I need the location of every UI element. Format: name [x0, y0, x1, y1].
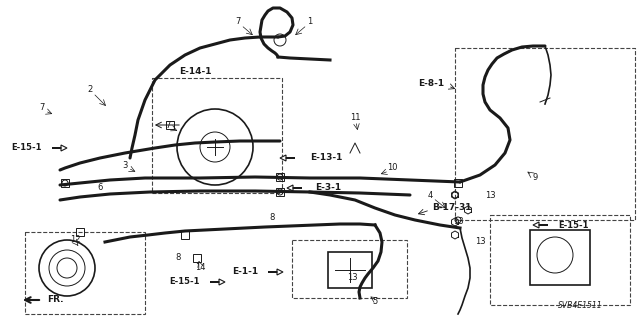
Text: 6: 6: [97, 183, 102, 192]
Text: 14: 14: [195, 263, 205, 272]
Text: 9: 9: [532, 174, 538, 182]
Bar: [181, 231, 189, 239]
Text: E-15-1: E-15-1: [12, 144, 42, 152]
Bar: [193, 254, 201, 262]
Text: E-14-1: E-14-1: [179, 68, 211, 77]
FancyArrow shape: [533, 222, 548, 228]
Text: FR.: FR.: [47, 295, 63, 305]
Bar: [454, 179, 462, 187]
Text: 7: 7: [39, 103, 45, 113]
Bar: [455, 48, 635, 220]
Text: SVB4E1511: SVB4E1511: [557, 300, 602, 309]
Text: E-13-1: E-13-1: [310, 153, 342, 162]
Text: 2: 2: [88, 85, 93, 94]
Text: 3: 3: [122, 160, 128, 169]
Text: 11: 11: [349, 114, 360, 122]
Text: 8: 8: [269, 213, 275, 222]
Bar: [166, 121, 174, 129]
FancyArrow shape: [210, 279, 225, 285]
FancyArrow shape: [287, 185, 302, 191]
Text: 13: 13: [452, 218, 463, 226]
FancyArrow shape: [268, 269, 283, 275]
Text: 7: 7: [165, 121, 171, 130]
Bar: [292, 240, 407, 298]
Text: B-17-31: B-17-31: [432, 204, 472, 212]
Text: 8: 8: [175, 254, 180, 263]
Text: 13: 13: [484, 191, 495, 201]
Text: 12: 12: [70, 235, 80, 244]
Text: E-8-1: E-8-1: [418, 78, 444, 87]
Text: 13: 13: [475, 238, 485, 247]
Text: 7: 7: [236, 18, 241, 26]
Text: E-1-1: E-1-1: [232, 268, 258, 277]
Bar: [152, 78, 282, 193]
Text: E-15-1: E-15-1: [558, 220, 589, 229]
FancyArrow shape: [280, 155, 295, 161]
Bar: [328, 252, 372, 288]
Bar: [276, 173, 284, 181]
Text: 1: 1: [307, 18, 312, 26]
Bar: [276, 188, 284, 196]
Text: E-15-1: E-15-1: [170, 278, 200, 286]
Bar: [61, 179, 69, 187]
Text: 4: 4: [428, 190, 433, 199]
Text: 10: 10: [387, 164, 397, 173]
Text: 13: 13: [347, 273, 357, 283]
FancyArrow shape: [52, 145, 67, 151]
Text: E-3-1: E-3-1: [315, 183, 341, 192]
Bar: [76, 228, 84, 236]
Bar: [490, 215, 630, 305]
Text: 5: 5: [372, 298, 378, 307]
Bar: [530, 230, 590, 285]
Bar: [25, 232, 145, 314]
